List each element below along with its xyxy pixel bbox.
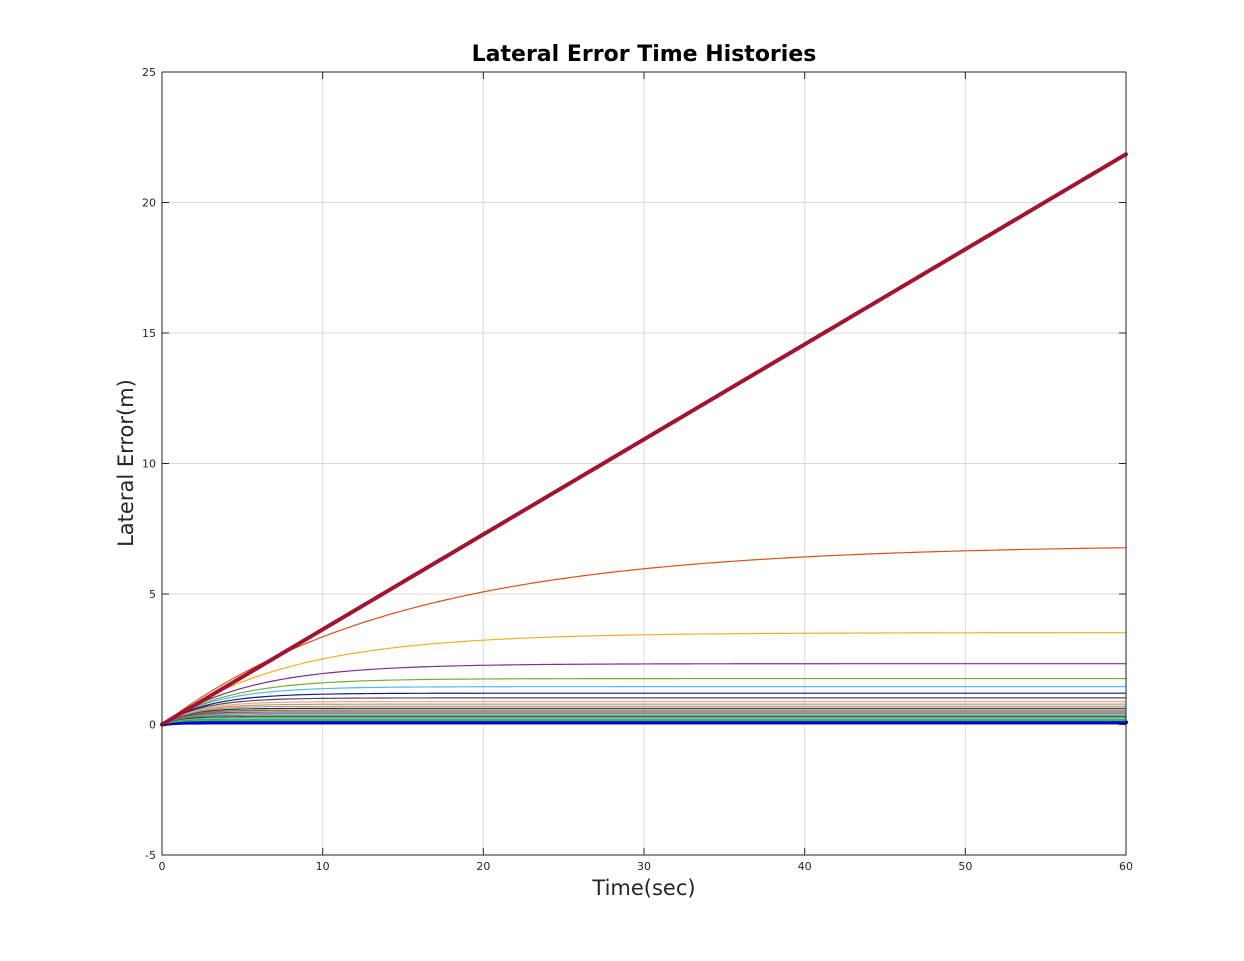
y-tick-label-3: 10 xyxy=(142,458,156,471)
grid xyxy=(162,72,1126,855)
chart-title: Lateral Error Time Histories xyxy=(472,42,817,67)
series-line-11 xyxy=(161,707,1127,726)
x-tick-label-2: 20 xyxy=(476,860,490,873)
series-line-6 xyxy=(161,692,1127,726)
series-line-10 xyxy=(161,705,1127,726)
y-tick-label-5: 20 xyxy=(142,197,156,210)
y-tick-label-1: 0 xyxy=(149,719,156,732)
y-tick-label-0: -5 xyxy=(145,849,156,862)
series-line-20 xyxy=(160,720,1128,727)
series-line-13 xyxy=(161,711,1127,726)
x-tick-label-3: 30 xyxy=(637,860,651,873)
x-tick-label-0: 0 xyxy=(159,860,166,873)
series-line-15 xyxy=(161,714,1127,726)
y-tick-label-2: 5 xyxy=(149,588,156,601)
series-line-0 xyxy=(160,152,1128,727)
y-tick-label-4: 15 xyxy=(142,327,156,340)
series-line-9 xyxy=(161,703,1127,726)
y-tick-label-6: 25 xyxy=(142,66,156,79)
series-line-17 xyxy=(161,717,1127,726)
x-tick-label-5: 50 xyxy=(958,860,972,873)
x-tick-label-4: 40 xyxy=(798,860,812,873)
series-layer xyxy=(160,152,1128,727)
series-line-8 xyxy=(161,700,1127,726)
series-line-18 xyxy=(161,718,1127,726)
series-line-16 xyxy=(161,716,1127,726)
x-axis-label: Time(sec) xyxy=(591,876,695,900)
series-line-14 xyxy=(161,712,1127,726)
series-line-5 xyxy=(161,686,1127,726)
series-line-4 xyxy=(161,677,1127,726)
x-tick-label-6: 60 xyxy=(1119,860,1133,873)
x-tick-label-1: 10 xyxy=(316,860,330,873)
series-line-1 xyxy=(161,547,1127,726)
series-line-19 xyxy=(161,719,1127,726)
series-line-2 xyxy=(161,632,1127,726)
series-line-7 xyxy=(161,697,1127,726)
series-line-3 xyxy=(161,663,1127,726)
y-axis-label: Lateral Error(m) xyxy=(114,379,138,547)
series-line-12 xyxy=(161,709,1127,726)
